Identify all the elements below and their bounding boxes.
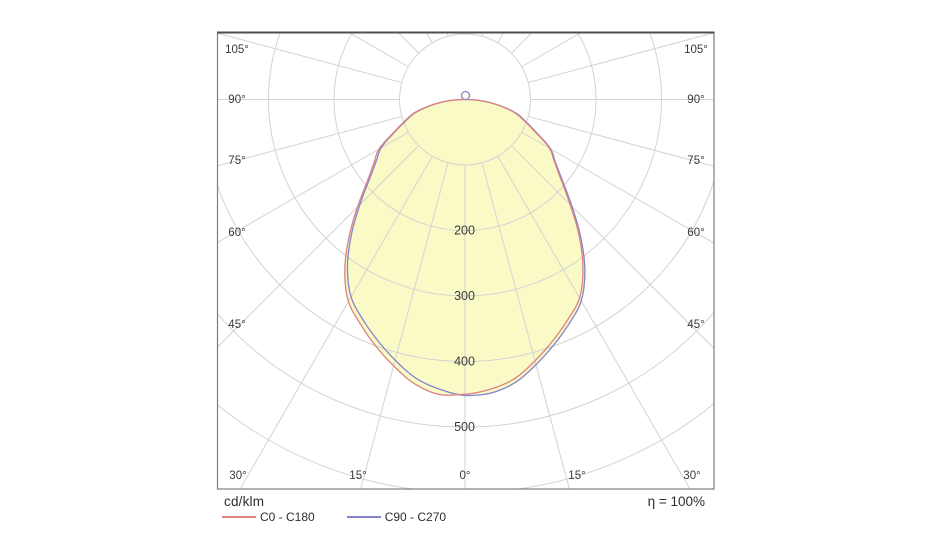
grid-angle-line-285: [217, 115, 402, 167]
legend-label-c0-c180: C0 - C180: [260, 510, 315, 524]
ring-label-500: 500: [454, 420, 475, 434]
unit-label: cd/klm: [224, 494, 265, 509]
angle-label-bottom-left-30: 30°: [229, 470, 246, 482]
angle-label-bottom-right-15: 15°: [568, 470, 585, 482]
grid-angle-line-165: [481, 32, 484, 37]
legend: C0 - C180 C90 - C270: [222, 509, 478, 525]
angle-label-left-45: 45°: [228, 319, 245, 331]
ring-label-400: 400: [454, 355, 475, 369]
ring-label-300: 300: [454, 289, 475, 303]
angle-label-left-75: 75°: [228, 155, 245, 167]
ring-label-200: 200: [454, 224, 475, 238]
pole-marker: [460, 90, 471, 101]
legend-line-c90-c270: [346, 516, 381, 518]
angle-label-left-90: 90°: [228, 94, 245, 106]
angle-label-right-60: 60°: [687, 227, 704, 239]
angle-label-left-60: 60°: [228, 227, 245, 239]
grid-angle-line-60: [521, 131, 714, 244]
angle-label-right-90: 90°: [687, 94, 704, 106]
grid-angle-line-330: [239, 155, 433, 489]
efficiency-label: η = 100%: [647, 494, 705, 509]
angle-label-bottom-center-0: 0°: [460, 470, 471, 482]
grid-angle-line-195: [446, 32, 449, 37]
angle-label-right-105: 105°: [684, 44, 708, 56]
grid-angle-line-15: [481, 162, 570, 489]
grid-angle-line-255: [217, 32, 402, 84]
angle-label-bottom-left-15: 15°: [349, 470, 366, 482]
curve-c0-c180: [344, 98, 584, 396]
legend-label-c90-c270: C90 - C270: [384, 510, 447, 524]
angle-label-left-105: 105°: [225, 44, 249, 56]
legend-line-c0-c180: [222, 516, 256, 518]
grid-angle-line-75: [528, 115, 714, 167]
angle-label-right-75: 75°: [687, 155, 704, 167]
angle-label-right-45: 45°: [687, 319, 704, 331]
grid-angle-line-210: [425, 32, 433, 44]
grid-angle-line-300: [217, 131, 409, 243]
grid-angle-line-150: [497, 32, 505, 44]
angle-label-bottom-right-30: 30°: [683, 470, 700, 482]
grid-angle-line-345: [360, 162, 449, 489]
grid-angle-line-30: [497, 155, 691, 489]
grid-angle-line-105: [528, 32, 714, 84]
